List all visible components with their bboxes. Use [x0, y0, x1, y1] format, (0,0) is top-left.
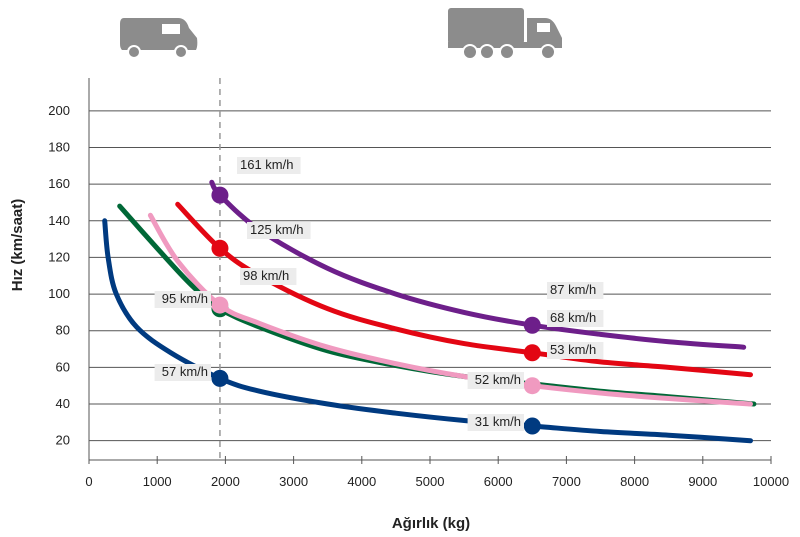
data-point [523, 377, 541, 395]
y-tick-label: 80 [56, 323, 70, 338]
y-axis-label: Hız (km/saat) [9, 199, 26, 292]
data-label-bg [247, 222, 311, 239]
data-point [523, 417, 541, 435]
x-tick-label: 5000 [416, 474, 445, 489]
y-tick-label: 140 [48, 213, 70, 228]
x-tick-label: 4000 [347, 474, 376, 489]
data-point [211, 369, 229, 387]
x-tick-label: 9000 [688, 474, 717, 489]
data-label: 53 km/h [550, 342, 596, 357]
y-tick-label: 180 [48, 139, 70, 154]
series-1 [175, 201, 753, 378]
data-point [523, 344, 541, 362]
data-label-bg [240, 268, 297, 285]
data-label: 52 km/h [475, 372, 521, 387]
series-layer [102, 179, 757, 444]
series-0 [209, 179, 747, 350]
y-tick-label: 160 [48, 176, 70, 191]
x-tick-label: 2000 [211, 474, 240, 489]
series-line [175, 201, 753, 378]
y-tick-label: 40 [56, 396, 70, 411]
data-point [211, 186, 229, 204]
data-label-bg [547, 342, 604, 359]
series-3 [147, 212, 753, 407]
data-point [211, 239, 229, 257]
data-label: 68 km/h [550, 310, 596, 325]
x-axis-label: Ağırlık (kg) [392, 515, 470, 532]
x-tick-label: 1000 [143, 474, 172, 489]
series-line [102, 218, 753, 444]
x-tick-label: 7000 [552, 474, 581, 489]
series-line [209, 179, 747, 350]
data-label: 161 km/h [240, 157, 293, 172]
x-tick-label: 3000 [279, 474, 308, 489]
truck-icon [448, 8, 562, 60]
y-tick-label: 100 [48, 286, 70, 301]
x-tick-label: 10000 [753, 474, 789, 489]
data-label: 31 km/h [475, 414, 521, 429]
x-tick-label: 8000 [620, 474, 649, 489]
data-label: 95 km/h [162, 291, 208, 306]
data-label-bg [154, 364, 211, 381]
y-tick-label: 120 [48, 249, 70, 264]
y-tick-label: 200 [48, 103, 70, 118]
x-tick-label: 6000 [484, 474, 513, 489]
data-label-bg [547, 310, 604, 327]
y-tick-label: 20 [56, 433, 70, 448]
data-point [523, 316, 541, 334]
data-labels: 161 km/h 87 km/h 125 km/h 68 km/h 95 km/h 98 … [154, 157, 604, 431]
data-label: 57 km/h [162, 364, 208, 379]
x-tick-label: 0 [85, 474, 92, 489]
data-label-bg [467, 372, 524, 389]
data-label: 125 km/h [250, 222, 303, 237]
data-label: 98 km/h [243, 268, 289, 283]
data-label-bg [237, 157, 301, 174]
data-point [211, 296, 229, 314]
data-label-bg [467, 414, 524, 431]
y-tick-label: 60 [56, 359, 70, 374]
vehicle-icons [120, 8, 562, 60]
series-4 [102, 218, 753, 444]
car-icon [120, 18, 198, 59]
data-label-bg [547, 282, 604, 299]
data-label: 87 km/h [550, 282, 596, 297]
data-label-bg [154, 291, 211, 308]
